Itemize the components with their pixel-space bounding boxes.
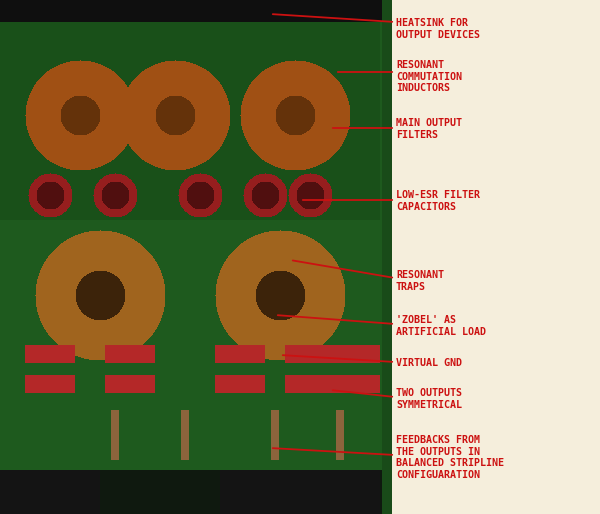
Text: MAIN OUTPUT
FILTERS: MAIN OUTPUT FILTERS bbox=[396, 118, 462, 140]
Text: RESONANT
COMMUTATION
INDUCTORS: RESONANT COMMUTATION INDUCTORS bbox=[396, 60, 462, 93]
Text: RESONANT
TRAPS: RESONANT TRAPS bbox=[396, 270, 444, 291]
Text: TWO OUTPUTS
SYMMETRICAL: TWO OUTPUTS SYMMETRICAL bbox=[396, 388, 462, 410]
Text: HEATSINK FOR
OUTPUT DEVICES: HEATSINK FOR OUTPUT DEVICES bbox=[396, 18, 480, 40]
Text: VIRTUAL GND: VIRTUAL GND bbox=[396, 358, 462, 368]
Text: FEEDBACKS FROM
THE OUTPUTS IN
BALANCED STRIPLINE
CONFIGUARATION: FEEDBACKS FROM THE OUTPUTS IN BALANCED S… bbox=[396, 435, 504, 480]
Text: 'ZOBEL' AS
ARTIFICIAL LOAD: 'ZOBEL' AS ARTIFICIAL LOAD bbox=[396, 315, 486, 337]
Text: LOW-ESR FILTER
CAPACITORS: LOW-ESR FILTER CAPACITORS bbox=[396, 190, 480, 212]
